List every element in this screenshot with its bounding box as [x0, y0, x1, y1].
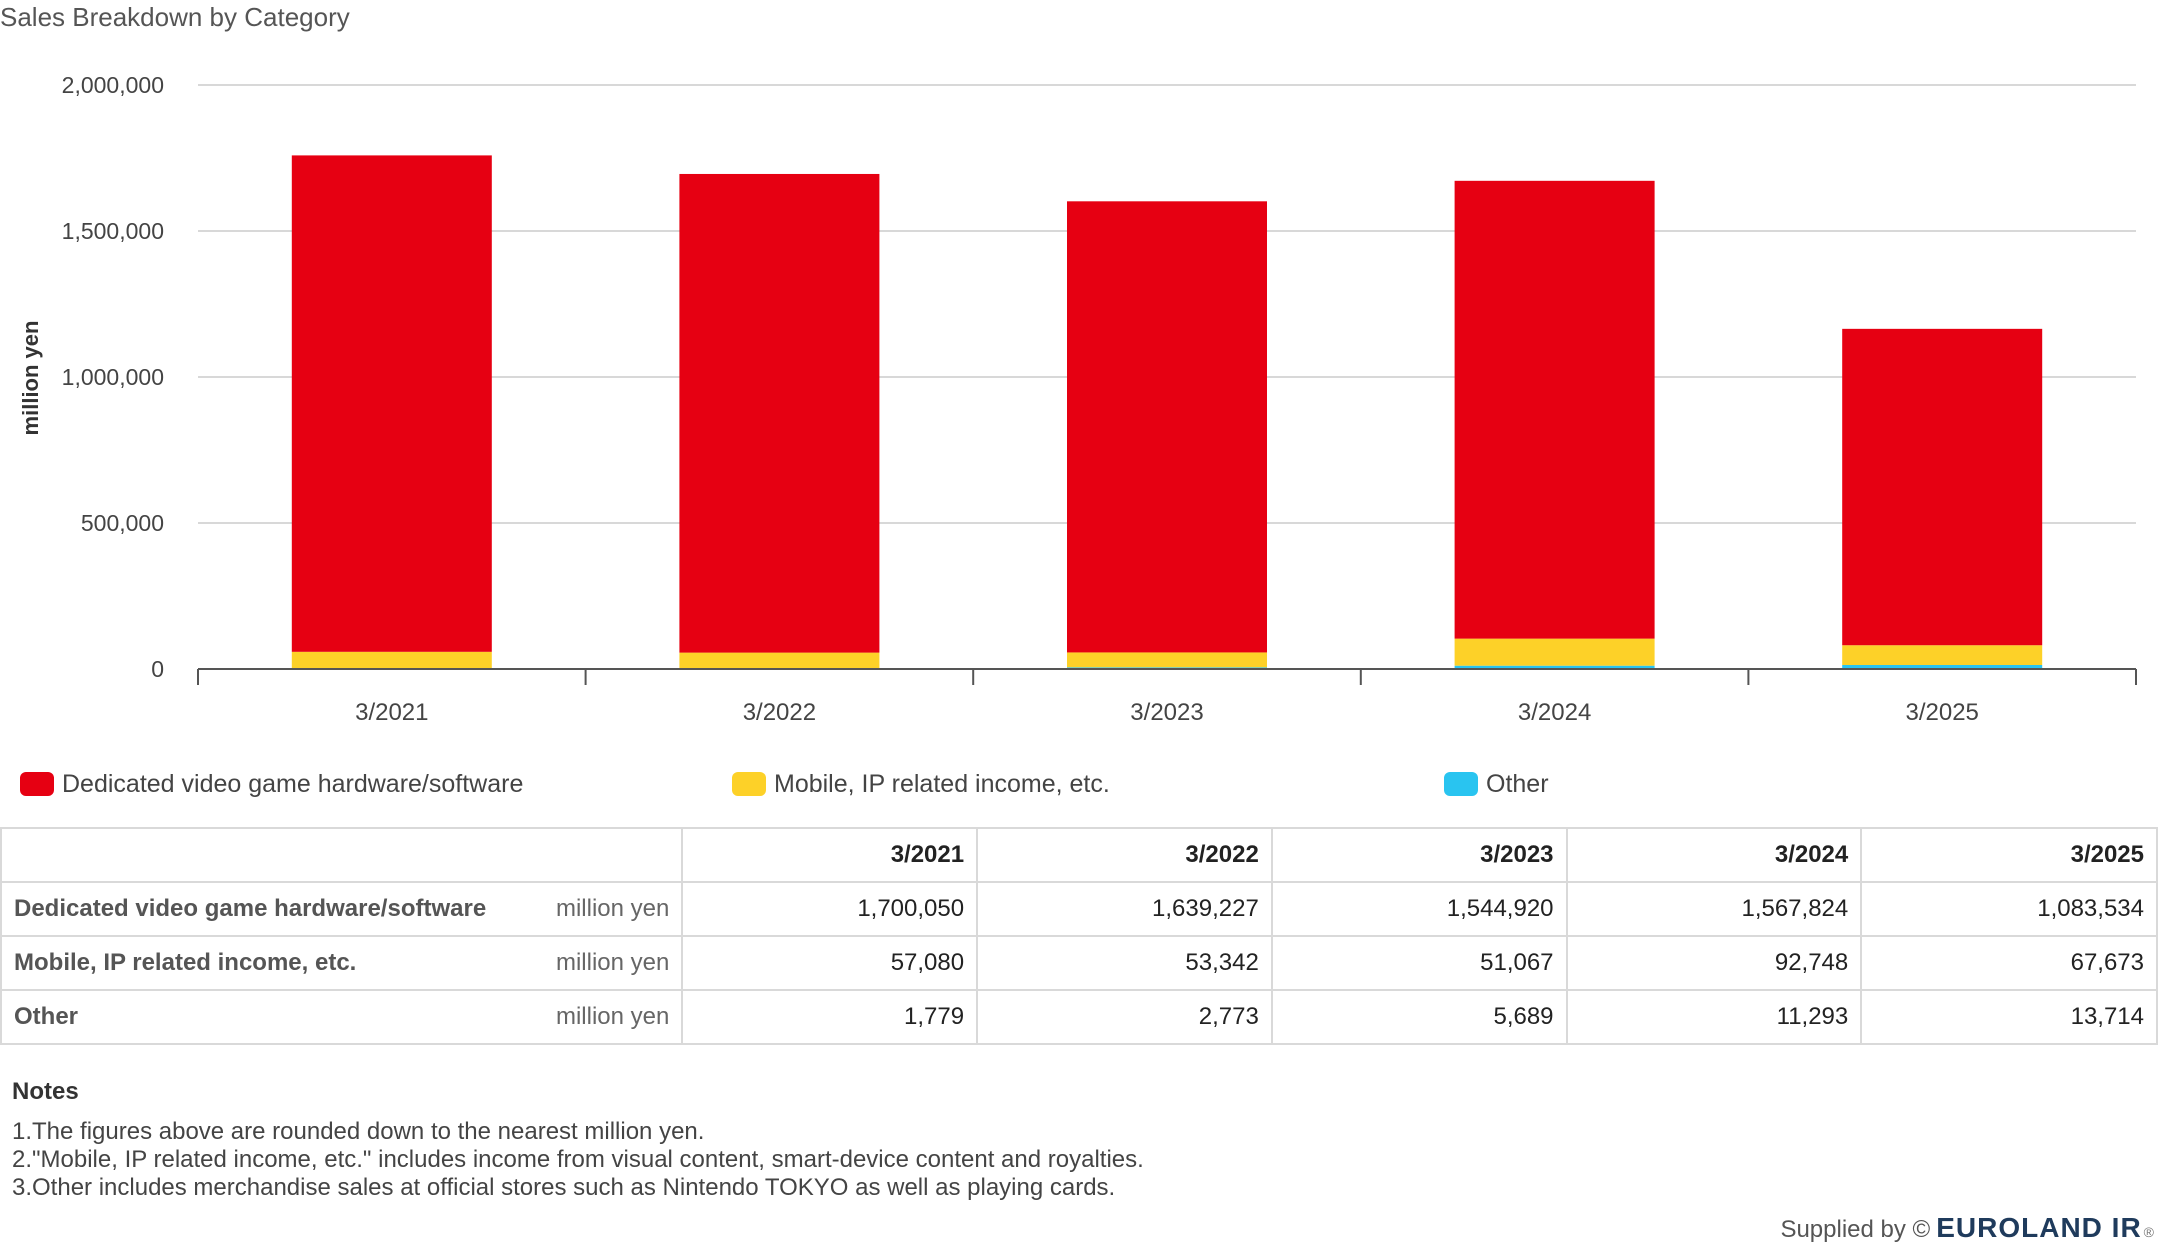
bar-segment[interactable]: [1842, 645, 2043, 665]
table-header-cell: 3/2025: [1860, 827, 2158, 883]
note-line: 1.The figures above are rounded down to …: [12, 1118, 705, 1145]
bar-segment[interactable]: [1067, 201, 1267, 653]
supplied-by[interactable]: Supplied by © EUROLAND IR ®: [1780, 1212, 2154, 1244]
registered-mark: ®: [2143, 1224, 2154, 1240]
table-cell: 1,567,824: [1565, 881, 1863, 937]
data-table: 3/2021 3/2022 3/2023 3/2024 3/2025 Dedic…: [0, 827, 2158, 1045]
legend-swatch-other: [1444, 772, 1478, 796]
table-cell: 5,689: [1270, 989, 1568, 1045]
table-header-cell: 3/2023: [1270, 827, 1568, 883]
table-cell: 13,714: [1860, 989, 2158, 1045]
bar-segment[interactable]: [1842, 664, 2043, 669]
bar-segment[interactable]: [1454, 638, 1655, 666]
y-tick-label: 1,500,000: [62, 218, 164, 244]
note-line: 3.Other includes merchandise sales at of…: [12, 1174, 1116, 1201]
legend-item-other[interactable]: Other: [1444, 762, 1549, 806]
legend-label-other: Other: [1486, 769, 1549, 798]
row-unit: million yen: [540, 989, 684, 1045]
chart-plot: 0 500,000 1,000,000 1,500,000 2,000,000 3/20…: [18, 72, 2137, 726]
table-header-cell: 3/2021: [681, 827, 979, 883]
legend-label-mobile: Mobile, IP related income, etc.: [774, 769, 1110, 798]
y-tick-label: 1,000,000: [62, 364, 164, 390]
table-header-blank: [0, 827, 684, 883]
y-axis-label: million yen: [18, 321, 43, 436]
x-tick-label: 3/2021: [355, 699, 428, 726]
row-label: Mobile, IP related income, etc.: [0, 935, 541, 991]
x-tick-label: 3/2025: [1905, 699, 1978, 726]
bar-segment[interactable]: [1842, 328, 2043, 646]
chart-title: Sales Breakdown by Category: [0, 2, 350, 32]
table-header-cell: 3/2024: [1565, 827, 1863, 883]
bar-segment[interactable]: [679, 173, 880, 653]
table-header-cell: 3/2022: [976, 827, 1273, 883]
table-header-row: 3/2021 3/2022 3/2023 3/2024 3/2025: [0, 827, 2158, 883]
y-tick-label: 2,000,000: [62, 72, 164, 98]
x-tick-label: 3/2024: [1518, 699, 1591, 726]
table-cell: 1,639,227: [976, 881, 1273, 937]
table-cell: 51,067: [1270, 935, 1568, 991]
table-row: Other million yen 1,779 2,773 5,689 11,2…: [0, 989, 2158, 1045]
bar-segment[interactable]: [1454, 180, 1655, 639]
table-row: Mobile, IP related income, etc. million …: [0, 935, 2158, 991]
row-unit: million yen: [540, 935, 684, 991]
table-cell: 1,700,050: [681, 881, 979, 937]
row-label: Other: [0, 989, 541, 1045]
bar-segment[interactable]: [291, 155, 492, 652]
table-row: Dedicated video game hardware/software m…: [0, 881, 2158, 937]
table-cell: 53,342: [976, 935, 1273, 991]
bar-segment[interactable]: [291, 651, 492, 669]
notes-title: Notes: [12, 1078, 79, 1105]
row-label: Dedicated video game hardware/software: [0, 881, 541, 937]
row-unit: million yen: [540, 881, 684, 937]
legend-item-mobile[interactable]: Mobile, IP related income, etc.: [732, 762, 1110, 806]
euroland-logo: EUROLAND IR: [1936, 1212, 2142, 1243]
table-cell: 1,083,534: [1860, 881, 2158, 937]
supplied-by-text: Supplied by ©: [1780, 1216, 1931, 1243]
legend-label-dedicated: Dedicated video game hardware/software: [62, 769, 524, 798]
bar-segment[interactable]: [1454, 665, 1655, 669]
legend-swatch-dedicated: [20, 772, 54, 796]
x-tick-label: 3/2023: [1130, 699, 1203, 726]
note-line: 2."Mobile, IP related income, etc." incl…: [12, 1146, 1144, 1173]
table-cell: 1,544,920: [1270, 881, 1568, 937]
table-cell: 67,673: [1860, 935, 2158, 991]
table-cell: 11,293: [1565, 989, 1863, 1045]
x-axis-ticks: 3/2021 3/2022 3/2023 3/2024 3/2025: [355, 699, 1979, 726]
table-cell: 2,773: [976, 989, 1273, 1045]
bars: [291, 155, 2043, 669]
legend-item-dedicated[interactable]: Dedicated video game hardware/software: [20, 762, 523, 806]
x-tick-label: 3/2022: [743, 699, 816, 726]
x-axis: [197, 668, 2137, 685]
legend: Dedicated video game hardware/software M…: [0, 762, 2160, 806]
y-axis-ticks: 0 500,000 1,000,000 1,500,000 2,000,000: [62, 72, 164, 682]
notes: Notes 1.The figures above are rounded do…: [12, 1078, 1144, 1202]
table-cell: 1,779: [681, 989, 979, 1045]
bar-segment[interactable]: [679, 652, 880, 669]
legend-swatch-mobile: [732, 772, 766, 796]
y-tick-label: 0: [151, 656, 164, 682]
y-tick-label: 500,000: [81, 510, 164, 536]
table-cell: 57,080: [681, 935, 979, 991]
bar-segment[interactable]: [1067, 652, 1267, 668]
table-cell: 92,748: [1565, 935, 1863, 991]
